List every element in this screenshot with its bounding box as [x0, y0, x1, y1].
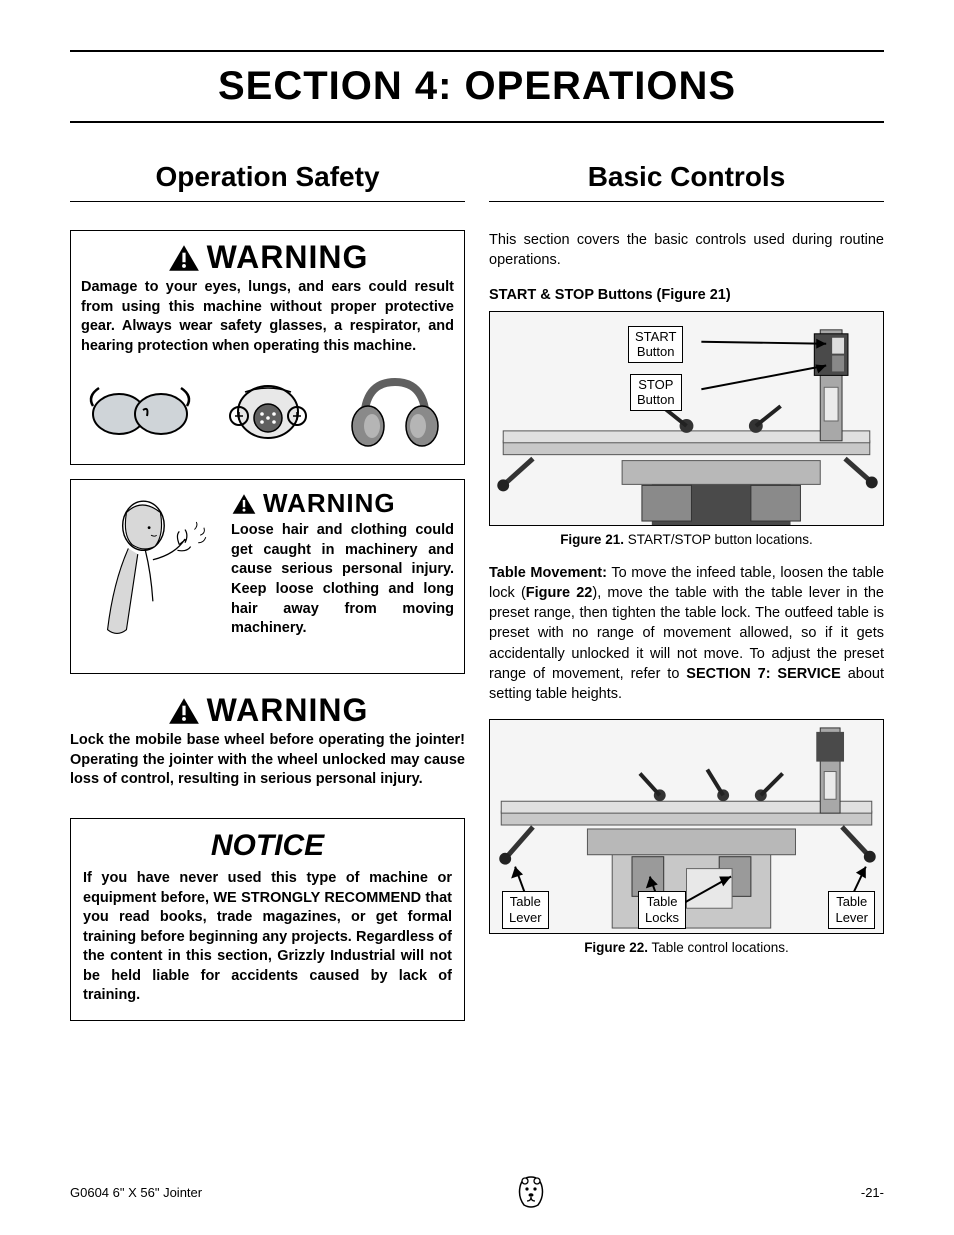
warning-label-2: WARNING — [263, 488, 396, 519]
table-lever-left-callout: TableLever — [502, 891, 549, 928]
warning-heading-1: WARNING — [81, 239, 454, 276]
section-title: SECTION 4: OPERATIONS — [70, 50, 884, 123]
warning-triangle-icon — [167, 243, 201, 273]
notice-box: NOTICE If you have never used this type … — [70, 818, 465, 1021]
notice-text: If you have never used this type of mach… — [83, 869, 452, 1006]
safety-glasses-icon — [81, 366, 199, 454]
page-footer: G0604 6" X 56" Jointer -21- — [70, 1175, 884, 1209]
table-locks-callout: TableLocks — [638, 891, 686, 928]
table-movement-text: Table Movement: To move the infeed table… — [489, 563, 884, 705]
basic-controls-heading: Basic Controls — [489, 161, 884, 202]
jointer-drawing-fig22 — [490, 720, 883, 933]
warning-label-3: WARNING — [207, 692, 369, 729]
warning-triangle-icon — [231, 492, 257, 516]
fig21-heading: START & STOP Buttons (Figure 21) — [489, 287, 884, 303]
warning-triangle-icon — [167, 696, 201, 726]
footer-page-number: -21- — [861, 1185, 884, 1200]
intro-text: This section covers the basic controls u… — [489, 230, 884, 271]
footer-product: G0604 6" X 56" Jointer — [70, 1185, 202, 1200]
ear-protection-icon — [336, 366, 454, 454]
ppe-icons-row — [81, 366, 454, 454]
right-column: Basic Controls This section covers the b… — [489, 161, 884, 1021]
warning-text-3: Lock the mobile base wheel before operat… — [70, 731, 465, 790]
notice-heading: NOTICE — [83, 829, 452, 863]
warning-heading-2: WARNING — [231, 488, 454, 519]
warning-text-1: Damage to your eyes, lungs, and ears cou… — [81, 278, 454, 356]
figure-22: TableLever TableLocks TableLever — [489, 719, 884, 934]
warning-text-2: Loose hair and clothing could get caught… — [231, 521, 454, 638]
warning-box-ppe: WARNING Damage to your eyes, lungs, and … — [70, 230, 465, 465]
warning-heading-3: WARNING — [70, 692, 465, 729]
grizzly-bear-icon — [516, 1175, 546, 1209]
figure-21-caption: Figure 21. START/STOP button locations. — [489, 532, 884, 547]
respirator-icon — [209, 366, 327, 454]
left-column: Operation Safety WARNING Damage to your … — [70, 161, 465, 1021]
warning-box-hair: WARNING Loose hair and clothing could ge… — [70, 479, 465, 674]
warning-label-1: WARNING — [207, 239, 369, 276]
table-lever-right-callout: TableLever — [828, 891, 875, 928]
stop-button-callout: STOPButton — [630, 374, 682, 411]
jointer-drawing-fig21 — [490, 312, 883, 525]
warning-box-wheel: WARNING Lock the mobile base wheel befor… — [70, 688, 465, 804]
figure-22-caption: Figure 22. Table control locations. — [489, 940, 884, 955]
start-button-callout: STARTButton — [628, 326, 683, 363]
loose-hair-figure — [81, 488, 221, 663]
operation-safety-heading: Operation Safety — [70, 161, 465, 202]
figure-21: STARTButton STOPButton — [489, 311, 884, 526]
two-column-layout: Operation Safety WARNING Damage to your … — [70, 161, 884, 1021]
